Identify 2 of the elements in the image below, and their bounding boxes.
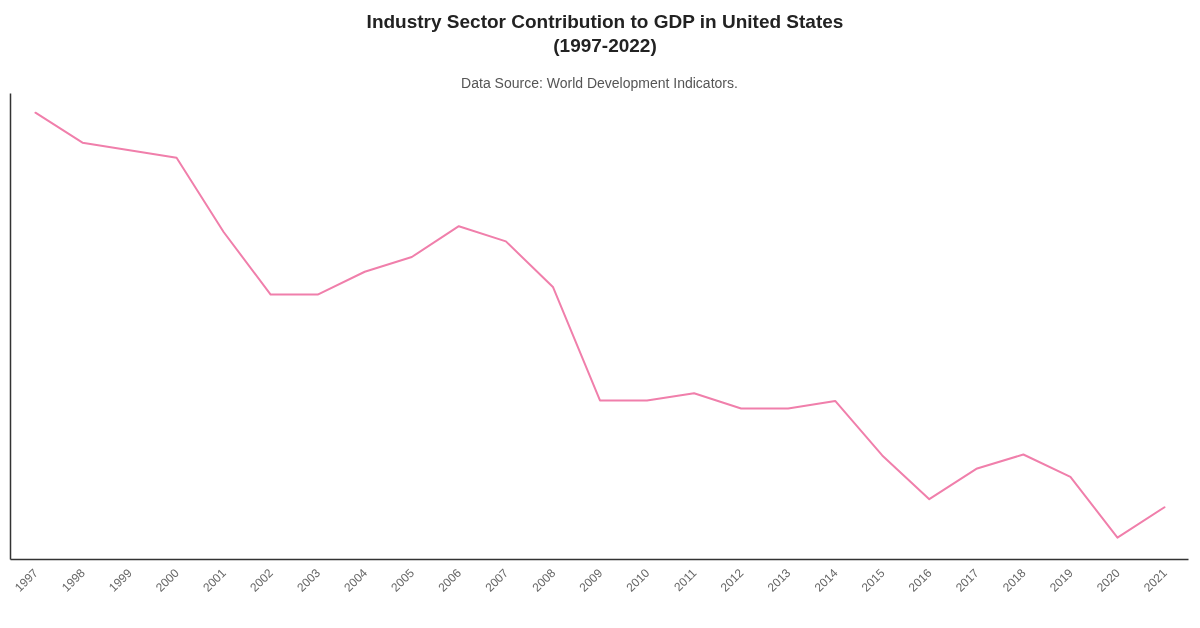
chart-subtitle: Data Source: World Development Indicators. [461, 74, 738, 91]
chart-title: Industry Sector Contribution to GDP in United States (1997-2022) [366, 10, 844, 58]
